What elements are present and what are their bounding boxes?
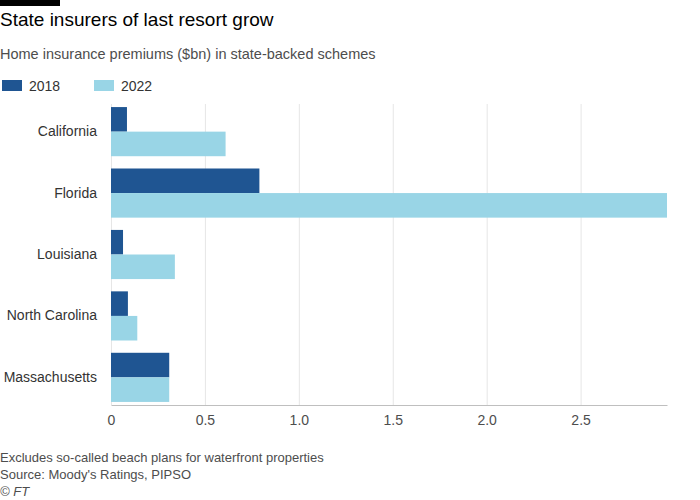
tick-label: 0.5: [196, 412, 216, 428]
tick-label: 2.5: [571, 412, 591, 428]
y-axis: California Florida Louisiana North Carolina…: [4, 123, 111, 385]
bar: [111, 193, 667, 218]
bar: [111, 107, 127, 132]
axis-line: [112, 405, 668, 406]
bar: [111, 255, 175, 280]
legend-swatch: [2, 80, 22, 91]
title: State insurers of last resort grow: [0, 9, 274, 30]
legend-swatch: [94, 80, 114, 91]
tick-label: 0: [108, 412, 116, 428]
footnote: © FT: [0, 484, 30, 499]
tick-label: 1.0: [290, 412, 310, 428]
tick-label: 1.5: [384, 412, 404, 428]
tick: North Carolina: [7, 307, 111, 323]
bar: [111, 230, 123, 255]
category-label: California: [38, 123, 97, 139]
bar: [111, 377, 169, 402]
plot-area: 0 0.5 1.0 1.5 2.0 2.5 California Florida Louisia…: [4, 104, 668, 428]
chart: State insurers of last resort grow Home i…: [0, 0, 700, 500]
tick-label: 2.0: [477, 412, 497, 428]
bar: [111, 169, 259, 194]
bar: [111, 353, 169, 378]
tick: 1.0: [290, 104, 310, 428]
category-label: Massachusetts: [4, 369, 97, 385]
bars: [111, 107, 667, 402]
category-label: Florida: [54, 185, 97, 201]
grid-line: [581, 104, 582, 405]
tick: Louisiana: [37, 246, 111, 262]
tick: 2.5: [571, 104, 591, 428]
category-label: Louisiana: [37, 246, 97, 262]
legend-label: 2022: [121, 78, 152, 94]
bar: [111, 316, 137, 341]
category-label: North Carolina: [7, 307, 97, 323]
grid-line: [487, 104, 488, 405]
tick: Florida: [54, 185, 111, 201]
header-bar: [0, 0, 60, 6]
tick: 1.5: [384, 104, 404, 428]
tick: 2.0: [477, 104, 497, 428]
bar: [111, 132, 226, 157]
x-axis: 0 0.5 1.0 1.5 2.0 2.5: [108, 104, 668, 428]
tick: California: [38, 123, 111, 139]
tick: Massachusetts: [4, 369, 111, 385]
legend: 2018 2022: [2, 78, 152, 94]
grid-line: [393, 104, 394, 405]
legend-label: 2018: [29, 78, 60, 94]
footnote: Excludes so-called beach plans for water…: [0, 450, 324, 465]
bar: [111, 291, 128, 316]
subtitle: Home insurance premiums ($bn) in state-b…: [0, 46, 376, 62]
grid-line: [299, 104, 300, 405]
footnote: Source: Moody's Ratings, PIPSO: [0, 467, 191, 482]
